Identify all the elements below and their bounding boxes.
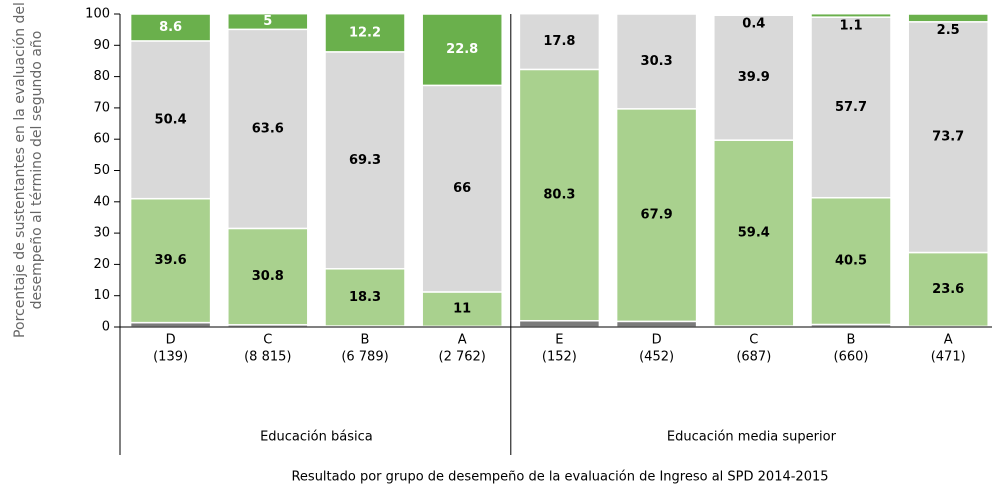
x-tick-label: C xyxy=(263,333,272,348)
y-title-line: desempeño al término del segundo año xyxy=(29,31,45,310)
x-axis-title: Resultado por grupo de desempeño de la e… xyxy=(291,470,828,485)
x-tick-label: A xyxy=(458,333,467,348)
x-tick-count: (687) xyxy=(736,350,771,365)
bar-segment xyxy=(907,13,989,23)
bar-segment xyxy=(810,12,892,18)
y-tick-label: 50 xyxy=(93,163,110,178)
y-tick-label: 30 xyxy=(93,226,110,241)
x-tick-count: (139) xyxy=(153,350,188,365)
value-label: 12.2 xyxy=(349,25,381,40)
x-tick-label: A xyxy=(944,333,953,348)
value-label: 39.9 xyxy=(738,70,770,85)
group-label: Educación media superior xyxy=(667,430,837,445)
value-label: 22.8 xyxy=(446,42,478,57)
bar-segment xyxy=(129,40,212,200)
y-tick-label: 80 xyxy=(93,69,110,84)
y-tick-label: 70 xyxy=(93,100,110,115)
x-tick-count: (452) xyxy=(639,350,674,365)
value-label: 18.3 xyxy=(349,290,381,305)
bar-segment xyxy=(907,21,989,254)
bar-segment xyxy=(810,16,892,199)
value-label: 30.8 xyxy=(252,269,284,284)
x-tick-count: (660) xyxy=(834,350,869,365)
value-label: 1.1 xyxy=(839,18,862,33)
bar-segment xyxy=(227,227,309,326)
y-title-line: Porcentaje de sustentantes en la evaluac… xyxy=(12,2,28,338)
bar-segment xyxy=(129,197,212,324)
value-label: 30.3 xyxy=(641,54,673,69)
value-label: 50.4 xyxy=(155,112,187,127)
y-tick-label: 100 xyxy=(85,7,110,22)
bar-segment xyxy=(129,13,212,42)
x-tick-count: (471) xyxy=(931,350,966,365)
value-label: 5 xyxy=(263,14,272,29)
bar-segment xyxy=(907,251,989,328)
x-tick-count: (2 762) xyxy=(439,350,486,365)
bar-segment xyxy=(227,12,309,31)
group-label: Educación básica xyxy=(260,430,373,445)
x-tick-label: D xyxy=(652,333,662,348)
y-tick-label: 0 xyxy=(102,320,110,335)
y-tick-label: 20 xyxy=(93,257,110,272)
y-tick-label: 90 xyxy=(93,38,110,53)
value-label: 66 xyxy=(453,181,471,196)
bar-segment xyxy=(713,14,795,141)
bar-segment xyxy=(713,139,795,327)
y-tick-label: 40 xyxy=(93,194,110,209)
bar-segment xyxy=(615,108,698,323)
bar-segment xyxy=(421,291,503,328)
value-label: 8.6 xyxy=(159,20,182,35)
value-label: 2.5 xyxy=(937,23,960,38)
bar-segment xyxy=(421,13,503,87)
x-tick-label: D xyxy=(166,333,176,348)
bar-segment xyxy=(615,13,698,110)
y-axis-title: Porcentaje de sustentantes en la evaluac… xyxy=(12,2,45,338)
value-label: 59.4 xyxy=(738,226,770,241)
y-tick-label: 10 xyxy=(93,288,110,303)
bar-segment xyxy=(518,12,601,71)
value-label: 80.3 xyxy=(543,188,575,203)
bar-segment xyxy=(518,319,601,328)
x-tick-label: B xyxy=(361,333,370,348)
x-tick-count: (152) xyxy=(542,350,577,365)
bar-segment xyxy=(615,320,698,328)
x-tick-label: E xyxy=(555,333,563,348)
value-label: 0.4 xyxy=(742,17,765,32)
bar-segment xyxy=(518,68,601,322)
y-tick-label: 60 xyxy=(93,132,110,147)
value-label: 57.7 xyxy=(835,100,867,115)
value-label: 39.6 xyxy=(155,253,187,268)
x-tick-count: (6 789) xyxy=(341,350,388,365)
value-label: 69.3 xyxy=(349,153,381,168)
bar-segment xyxy=(324,51,406,270)
value-label: 67.9 xyxy=(641,208,673,223)
x-tick-label: B xyxy=(847,333,856,348)
value-label: 23.6 xyxy=(932,282,964,297)
bar-segment xyxy=(713,13,795,17)
bar-segment xyxy=(324,12,406,53)
value-label: 17.8 xyxy=(543,34,575,49)
value-label: 11 xyxy=(453,302,471,317)
x-tick-count: (8 815) xyxy=(244,350,291,365)
value-label: 73.7 xyxy=(932,130,964,145)
value-label: 63.6 xyxy=(252,121,284,136)
value-label: 40.5 xyxy=(835,254,867,269)
x-tick-label: C xyxy=(749,333,758,348)
